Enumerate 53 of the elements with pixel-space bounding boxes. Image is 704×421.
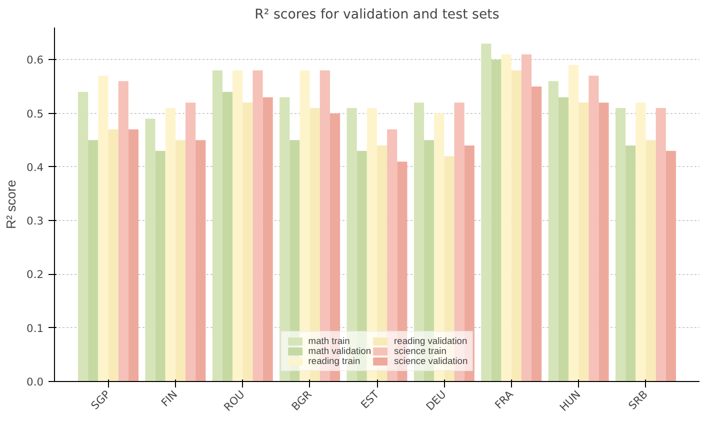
bar [222, 92, 233, 382]
legend-label: science validation [394, 356, 468, 366]
bar [88, 140, 98, 382]
bar [578, 102, 589, 382]
bar [78, 92, 88, 382]
y-tick-label: 0.1 [26, 322, 44, 335]
bar [252, 70, 263, 382]
bar [616, 108, 626, 382]
bar [262, 97, 273, 382]
bar [532, 86, 542, 382]
y-axis-title: R² score [4, 180, 19, 230]
legend-label: reading train [308, 356, 360, 366]
bar [636, 102, 646, 382]
bar [481, 44, 492, 382]
bar [196, 140, 206, 382]
bar [521, 54, 532, 382]
bar [118, 81, 128, 382]
legend-label: math validation [308, 346, 372, 356]
bar [548, 81, 558, 382]
y-tick-label: 0.4 [26, 160, 44, 174]
bar [155, 150, 166, 382]
bar [626, 146, 636, 382]
bar [98, 76, 108, 382]
y-tick-label: 0.5 [26, 107, 44, 120]
bar [558, 97, 568, 382]
bar [666, 150, 676, 382]
bar [598, 102, 609, 382]
legend-label: reading validation [394, 336, 468, 346]
legend-label: science train [394, 346, 446, 356]
bar [656, 108, 666, 382]
bar [165, 108, 176, 382]
bar [242, 102, 253, 382]
y-tick-label: 0.0 [26, 376, 44, 388]
bar [186, 102, 196, 382]
bar [646, 140, 656, 382]
chart-title: R² scores for validation and test sets [254, 8, 500, 22]
bar [128, 129, 138, 382]
bar [501, 54, 512, 382]
bar [145, 118, 156, 382]
bar [212, 70, 222, 382]
bar [491, 60, 502, 382]
bar [108, 129, 118, 382]
legend-label: math train [308, 336, 350, 346]
y-tick-label: 0.2 [26, 268, 44, 282]
bar [232, 70, 243, 382]
y-tick-label: 0.3 [26, 214, 44, 228]
bar [588, 76, 599, 382]
x-tick-label: FRA [492, 387, 516, 412]
bar [175, 140, 186, 382]
bar [511, 70, 522, 382]
x-tick-label: FIN [158, 388, 180, 410]
bar [568, 65, 579, 382]
y-tick-label: 0.6 [26, 54, 44, 67]
